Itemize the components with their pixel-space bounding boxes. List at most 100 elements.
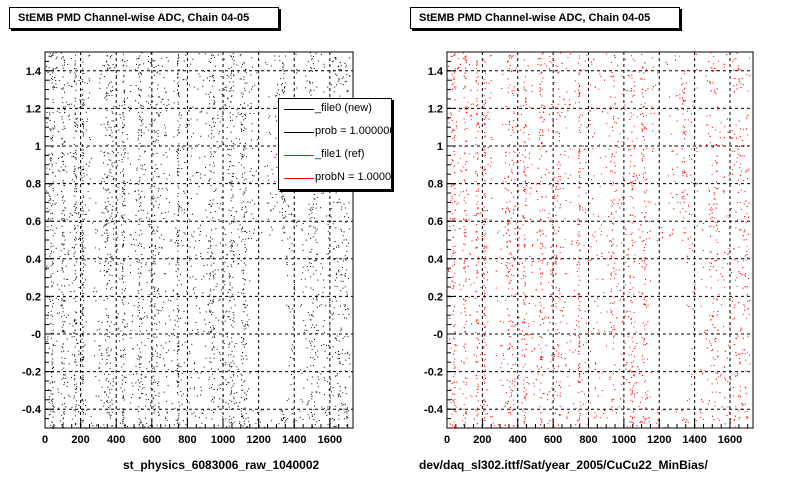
scatter-point <box>232 427 234 429</box>
scatter-point <box>81 93 83 95</box>
scatter-point <box>179 317 181 319</box>
scatter-point <box>243 154 245 156</box>
scatter-point <box>228 425 230 427</box>
scatter-point <box>124 326 126 328</box>
scatter-point <box>120 262 122 264</box>
scatter-point <box>245 238 247 240</box>
scatter-point <box>244 346 246 348</box>
scatter-point <box>61 351 63 353</box>
scatter-point <box>61 267 63 269</box>
scatter-point <box>70 291 72 292</box>
scatter-point <box>138 89 140 91</box>
scatter-point <box>295 53 297 55</box>
scatter-point <box>123 412 125 414</box>
scatter-point <box>312 208 314 210</box>
scatter-point <box>121 145 123 147</box>
scatter-point <box>338 66 340 68</box>
scatter-point <box>296 225 298 227</box>
scatter-point <box>301 372 303 374</box>
scatter-point <box>82 292 84 294</box>
scatter-point <box>81 104 83 106</box>
scatter-point <box>106 329 108 330</box>
scatter-point <box>63 154 65 156</box>
scatter-point <box>112 86 114 88</box>
scatter-point <box>209 273 211 275</box>
scatter-point <box>242 417 244 419</box>
scatter-point <box>327 237 329 239</box>
scatter-point <box>137 306 139 308</box>
scatter-point <box>231 341 233 343</box>
scatter-point <box>166 178 168 180</box>
scatter-point <box>214 211 216 213</box>
scatter-point <box>126 97 128 99</box>
scatter-point <box>197 372 199 374</box>
scatter-point <box>255 427 257 429</box>
scatter-point <box>83 307 84 309</box>
scatter-point <box>123 297 125 299</box>
scatter-point <box>62 102 64 104</box>
scatter-point <box>172 289 174 291</box>
scatter-point <box>109 331 111 333</box>
scatter-point <box>278 423 280 425</box>
scatter-point <box>183 362 185 364</box>
scatter-point <box>151 153 153 154</box>
scatter-point <box>195 321 197 323</box>
scatter-point <box>177 73 179 75</box>
scatter-point <box>175 264 177 266</box>
scatter-point <box>327 406 329 408</box>
scatter-point <box>109 367 111 369</box>
scatter-point <box>73 121 75 123</box>
scatter-point <box>245 128 247 130</box>
scatter-point <box>112 378 114 380</box>
scatter-point <box>317 386 319 388</box>
scatter-point <box>335 274 337 275</box>
scatter-point <box>137 258 139 260</box>
scatter-point <box>140 125 142 126</box>
scatter-point <box>82 371 84 373</box>
scatter-point <box>212 300 214 302</box>
scatter-point <box>346 418 348 420</box>
scatter-point <box>177 351 178 352</box>
scatter-point <box>346 91 348 93</box>
scatter-point <box>45 66 47 67</box>
scatter-point <box>221 376 223 377</box>
scatter-point <box>177 336 179 338</box>
scatter-point <box>193 388 195 390</box>
scatter-point <box>89 161 91 163</box>
scatter-point <box>164 424 166 426</box>
scatter-point <box>153 205 154 207</box>
scatter-point <box>158 203 160 205</box>
scatter-point <box>106 232 108 234</box>
scatter-point <box>82 124 84 126</box>
scatter-point <box>135 100 137 102</box>
scatter-point <box>317 371 319 373</box>
scatter-point <box>76 322 78 324</box>
scatter-point <box>154 197 156 199</box>
scatter-point <box>104 246 106 248</box>
scatter-point <box>106 238 108 240</box>
scatter-point <box>50 157 52 159</box>
scatter-point <box>107 336 109 337</box>
scatter-point <box>339 363 341 365</box>
scatter-point <box>81 226 83 228</box>
scatter-point <box>153 291 155 292</box>
scatter-point <box>165 151 167 153</box>
scatter-point <box>252 217 254 219</box>
scatter-point <box>61 262 63 264</box>
scatter-point <box>111 256 113 258</box>
scatter-point <box>178 208 180 210</box>
scatter-point <box>48 218 49 220</box>
scatter-point <box>71 103 73 105</box>
scatter-point <box>145 264 147 266</box>
scatter-point <box>119 340 120 342</box>
scatter-point <box>323 66 325 68</box>
scatter-point <box>75 74 77 76</box>
scatter-point <box>157 132 159 134</box>
scatter-point <box>164 87 166 89</box>
scatter-point <box>112 166 114 168</box>
scatter-point <box>67 278 68 280</box>
scatter-point <box>138 424 140 426</box>
scatter-point <box>332 318 334 320</box>
scatter-point <box>332 387 334 388</box>
scatter-point <box>228 370 230 372</box>
